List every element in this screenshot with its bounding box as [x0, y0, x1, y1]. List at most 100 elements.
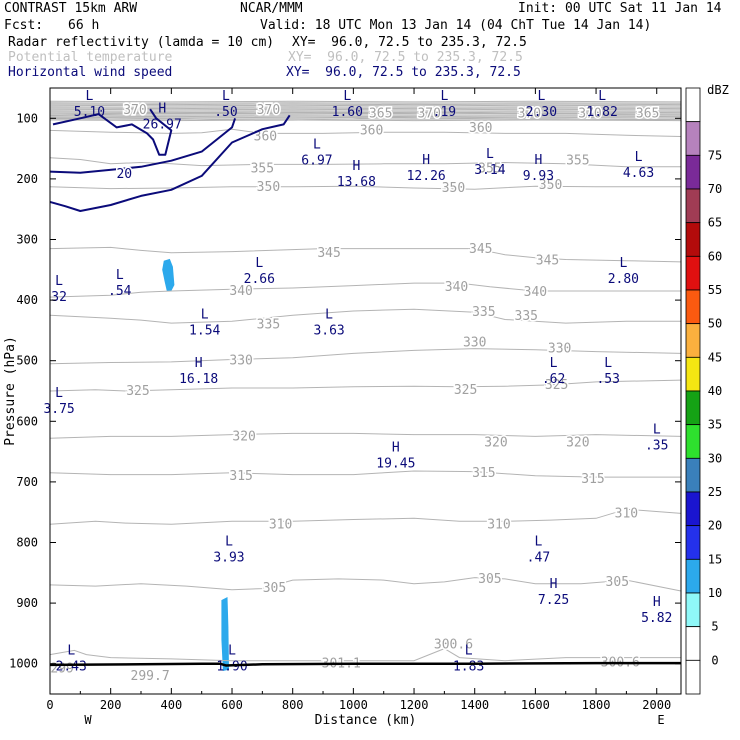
wind-extremum-value: 1.83 [453, 660, 484, 675]
init-time: Init: 00 UTC Sat 11 Jan 14 [518, 1, 722, 16]
colorbar-swatch [685, 525, 701, 560]
y-tick-label: 1000 [9, 657, 38, 671]
theta-contour-upper [49, 102, 682, 104]
y-tick-label: 600 [16, 414, 38, 428]
theta-label: 355 [566, 154, 589, 169]
colorbar-swatch [685, 356, 701, 392]
theta-label: 340 [524, 285, 547, 300]
theta-label: 350 [442, 181, 465, 196]
colorbar-tick-label: 60 [708, 249, 722, 263]
theta-label: 355 [251, 162, 274, 177]
wind-low-marker: L [201, 307, 209, 322]
y-tick-label: 800 [16, 536, 38, 550]
y-tick-label: 500 [16, 354, 38, 368]
theta-label: 300.6 [434, 637, 473, 652]
wind-high-marker: H [392, 441, 400, 456]
wind-low-marker: L [604, 356, 612, 371]
colorbar-tick-label: 30 [708, 451, 722, 465]
wind-contour-20 [49, 117, 237, 174]
fcst-label: Fcst: [4, 18, 44, 33]
theta-label: 335 [515, 309, 538, 324]
x-tick-label: 1000 [339, 698, 368, 712]
reflectivity-cell [162, 258, 175, 291]
colorbar-swatch [685, 87, 701, 123]
theta-label: 335 [257, 317, 280, 332]
theta-label: 330 [229, 354, 252, 369]
colorbar-unit: dBZ [707, 83, 729, 97]
wind-extremum-value: 5.82 [641, 611, 672, 626]
wind-low-marker: L [550, 356, 558, 371]
fcst-value: 66 h [68, 18, 100, 33]
theta-contour-upper [49, 119, 682, 122]
colorbar-tick-label: 10 [708, 586, 722, 600]
model-title: CONTRAST 15km ARW [4, 1, 138, 16]
theta-contour-335 [49, 308, 681, 324]
wind-extremum-value: 2.66 [244, 272, 275, 287]
wind-extremum-value: 32 [51, 290, 67, 305]
colorbar: 0 5 10 15 20 25 30 35 40 45 50 55 60 65 70 75 dBZ [685, 83, 729, 695]
field-theta-xy: XY= 96.0, 72.5 to 235.3, 72.5 [288, 50, 523, 65]
theta-label: 360 [360, 123, 383, 138]
x-tick-label: 400 [161, 698, 183, 712]
colorbar-tick-label: 70 [708, 182, 722, 196]
theta-label: 305 [606, 575, 629, 590]
plot-frame [49, 87, 682, 695]
theta-label: 360 [469, 121, 492, 136]
colorbar-tick-label: 35 [708, 418, 722, 432]
wind-high-marker: H [352, 159, 360, 174]
theta-contour-355 [49, 157, 681, 168]
org-label: NCAR/MMM [240, 1, 303, 16]
wind-low-marker: L [255, 256, 263, 271]
theta-label: 330 [463, 336, 486, 351]
colorbar-swatch [685, 626, 701, 661]
wind-contour-20 [49, 114, 291, 212]
y-tick-label: 200 [16, 172, 38, 186]
theta-label: 365 [636, 106, 659, 121]
wind-extremum-value: 12.26 [407, 169, 446, 184]
wind-contour-30 [52, 108, 173, 156]
valid-time: Valid: 18 UTC Mon 13 Jan 14 (04 ChT Tue … [260, 18, 652, 33]
colorbar-swatch [685, 558, 701, 594]
wind-low-marker: L [619, 256, 627, 271]
x-tick-label: 1600 [521, 698, 550, 712]
wind-extremum-value: .54 [108, 284, 132, 299]
wind-extremum-value: 1.60 [332, 105, 363, 120]
wind-low-marker: L [86, 89, 94, 104]
colorbar-swatch [685, 457, 701, 493]
colorbar-tick-label: 20 [708, 519, 722, 533]
theta-contour-300 [49, 648, 681, 662]
theta-label: 360 [254, 129, 277, 144]
theta-contour-370 [49, 111, 681, 116]
wind-extremum-value: .53 [596, 372, 619, 387]
wind-extremum-value: 3.63 [313, 323, 344, 338]
theta-contour-315 [49, 470, 681, 478]
colorbar-swatch [685, 222, 701, 257]
theta-label: 325 [126, 384, 149, 399]
wind-extremum-value: 1.90 [216, 660, 247, 675]
theta-contour-350 [49, 185, 681, 190]
x-tick-label: 600 [221, 698, 243, 712]
wind-extremum-value: 6.97 [301, 154, 332, 169]
y-tick-label: 100 [16, 111, 38, 125]
theta-label: 370 [518, 106, 541, 121]
field-theta-name: Potential temperature [8, 50, 173, 65]
colorbar-tick-label: 0 [711, 653, 718, 667]
plot-axes: 0 200 400 600 800 1000 1200 1400 1600 1800 2000 100… [3, 87, 682, 728]
theta-contour-345 [49, 246, 682, 263]
theta-contour-upper [49, 107, 682, 110]
wind-contours: 20 [49, 108, 291, 212]
wind-high-marker: H [550, 577, 558, 592]
wind-high-marker: H [422, 153, 430, 168]
wind-extremum-value: 2.80 [608, 272, 639, 287]
theta-label: 345 [536, 254, 559, 269]
field-wind-xy: XY= 96.0, 72.5 to 235.3, 72.5 [286, 65, 521, 80]
colorbar-tick-label: 5 [711, 620, 718, 634]
theta-label: 325 [454, 383, 477, 398]
wind-low-marker: L [67, 644, 75, 659]
wind-high-marker: H [195, 356, 203, 371]
theta-label: 370 [123, 103, 146, 118]
colorbar-tick-label: 55 [708, 283, 722, 297]
x-tick-label: 2000 [642, 698, 671, 712]
theta-label: 320 [484, 436, 507, 451]
